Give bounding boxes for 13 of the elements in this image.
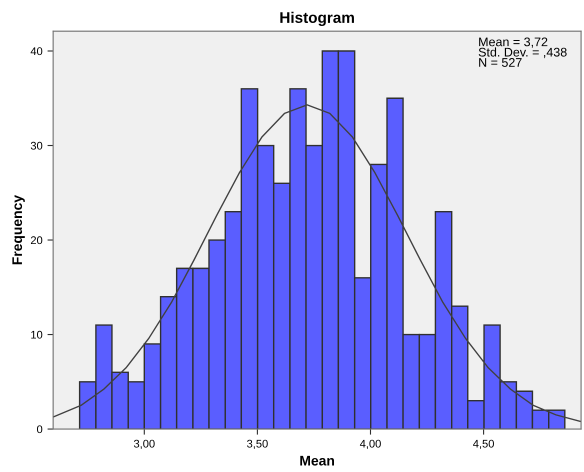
y-tick-label: 10 xyxy=(31,330,42,339)
y-axis-title: Frequency xyxy=(12,195,25,264)
x-tick-label: 3,00 xyxy=(134,440,155,449)
x-axis-title: Mean xyxy=(300,456,334,466)
x-tick-label: 3,50 xyxy=(247,440,268,449)
x-tick-label: 4,50 xyxy=(473,440,494,449)
y-tick-label: 0 xyxy=(36,425,42,434)
chart-title: Histogram xyxy=(280,12,354,26)
x-tick-label: 4,00 xyxy=(360,440,381,449)
y-tick-label: 20 xyxy=(30,236,42,244)
y-tick-label: 30 xyxy=(30,142,42,150)
annotation: Mean = 3,72 Std. Dev. = ,438 N = 527 xyxy=(478,37,567,67)
y-tick-label: 40 xyxy=(30,47,42,56)
